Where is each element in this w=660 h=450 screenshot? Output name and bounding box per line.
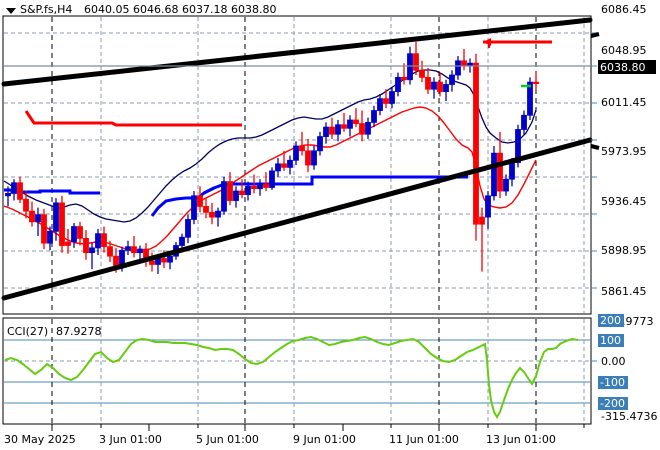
resistance-line-left[interactable] (24, 110, 242, 127)
price-tick-2: 6011.45 (601, 96, 647, 109)
level-badge-200: 200 (598, 314, 624, 327)
price-tick-6: 5861.45 (601, 285, 647, 298)
current-price-badge: 6038.80 (598, 60, 656, 74)
level-neg200-label: -200 (600, 397, 625, 410)
level-100-label: 100 (600, 334, 621, 347)
indicator-bottom-value: -315.4736 (601, 410, 657, 423)
cci-line (4, 335, 579, 419)
level-badge-neg100: -100 (598, 376, 628, 389)
level-neg100-label: -100 (600, 376, 625, 389)
trendline-lower[interactable] (1, 137, 593, 301)
chart-header[interactable]: S&P.fs,H4 6040.05 6046.68 6037.18 6038.8… (6, 3, 276, 16)
current-price-value: 6038.80 (600, 61, 646, 74)
candlestick-series (5, 41, 539, 274)
level-200-label: 200 (600, 314, 621, 327)
price-tick-5: 5898.95 (601, 244, 647, 257)
indicator-label-group: CCI(27) 87.9278 (7, 325, 102, 338)
time-tick-5: 13 Jun 01:00 (486, 433, 556, 446)
time-tick-3: 9 Jun 01:00 (293, 433, 356, 446)
price-tick-4: 5936.45 (601, 195, 647, 208)
ohlc-values: 6040.05 6046.68 6037.18 6038.80 (84, 3, 276, 16)
price-tick-3: 5973.95 (601, 145, 647, 158)
ma-slow-line (3, 106, 537, 253)
time-axis[interactable]: 30 May 2025 3 Jun 01:00 5 Jun 01:00 9 Ju… (3, 423, 591, 446)
ma-fast-line (3, 69, 537, 223)
symbol-label: S&P.fs,H4 (20, 3, 72, 16)
indicator-value: 87.9278 (56, 325, 102, 338)
level-badge-neg200: -200 (598, 397, 628, 410)
price-tick-1: 6048.95 (601, 44, 647, 57)
time-tick-0: 30 May 2025 (4, 433, 76, 446)
time-tick-2: 5 Jun 01:00 (196, 433, 259, 446)
triangle-down-icon[interactable] (6, 8, 16, 14)
indicator-name: CCI(27) (7, 325, 48, 338)
resistance-line-right[interactable] (483, 38, 552, 48)
price-axis[interactable]: 6086.45 6048.95 6011.45 5973.95 5936.45 … (590, 3, 647, 314)
level-badge-100: 100 (598, 334, 624, 347)
time-tick-4: 11 Jun 01:00 (389, 433, 459, 446)
time-tick-1: 3 Jun 01:00 (99, 433, 162, 446)
step-support-line-right (203, 186, 215, 195)
indicator-zero-value: 0.00 (601, 355, 626, 368)
trendline-upper[interactable] (1, 17, 593, 87)
price-tick-0: 6086.45 (601, 3, 647, 16)
